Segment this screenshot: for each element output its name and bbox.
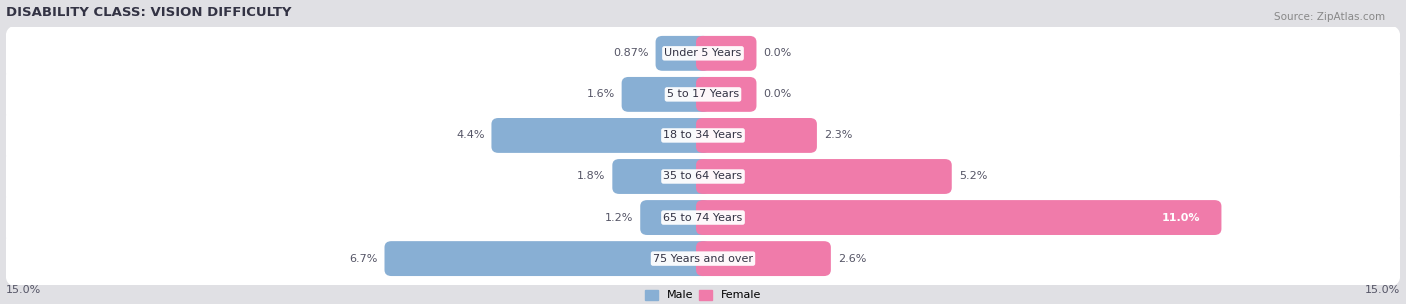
Text: 5.2%: 5.2% — [959, 171, 987, 181]
Text: 2.6%: 2.6% — [838, 254, 866, 264]
FancyBboxPatch shape — [6, 148, 1400, 205]
FancyBboxPatch shape — [6, 66, 1400, 123]
FancyBboxPatch shape — [492, 118, 710, 153]
Text: 11.0%: 11.0% — [1161, 212, 1201, 223]
Text: 1.2%: 1.2% — [605, 212, 633, 223]
Text: 2.3%: 2.3% — [824, 130, 852, 140]
FancyBboxPatch shape — [696, 77, 756, 112]
Text: 0.0%: 0.0% — [763, 48, 792, 58]
Text: 15.0%: 15.0% — [1365, 285, 1400, 295]
FancyBboxPatch shape — [696, 200, 1222, 235]
FancyBboxPatch shape — [6, 189, 1400, 246]
Text: 15.0%: 15.0% — [6, 285, 41, 295]
Text: DISABILITY CLASS: VISION DIFFICULTY: DISABILITY CLASS: VISION DIFFICULTY — [6, 5, 291, 19]
FancyBboxPatch shape — [6, 107, 1400, 164]
FancyBboxPatch shape — [6, 230, 1400, 287]
FancyBboxPatch shape — [696, 159, 952, 194]
FancyBboxPatch shape — [621, 77, 710, 112]
Text: 4.4%: 4.4% — [456, 130, 485, 140]
FancyBboxPatch shape — [640, 200, 710, 235]
FancyBboxPatch shape — [696, 241, 831, 276]
Text: 1.6%: 1.6% — [586, 89, 614, 99]
Text: Source: ZipAtlas.com: Source: ZipAtlas.com — [1274, 12, 1385, 22]
FancyBboxPatch shape — [696, 36, 756, 71]
Text: 65 to 74 Years: 65 to 74 Years — [664, 212, 742, 223]
FancyBboxPatch shape — [613, 159, 710, 194]
Text: 5 to 17 Years: 5 to 17 Years — [666, 89, 740, 99]
Text: 6.7%: 6.7% — [349, 254, 378, 264]
Text: 1.8%: 1.8% — [576, 171, 606, 181]
Text: 35 to 64 Years: 35 to 64 Years — [664, 171, 742, 181]
Text: Under 5 Years: Under 5 Years — [665, 48, 741, 58]
FancyBboxPatch shape — [696, 118, 817, 153]
Text: 18 to 34 Years: 18 to 34 Years — [664, 130, 742, 140]
Legend: Male, Female: Male, Female — [644, 290, 762, 300]
FancyBboxPatch shape — [655, 36, 710, 71]
Text: 75 Years and over: 75 Years and over — [652, 254, 754, 264]
Text: 0.87%: 0.87% — [613, 48, 648, 58]
FancyBboxPatch shape — [6, 25, 1400, 82]
FancyBboxPatch shape — [384, 241, 710, 276]
Text: 0.0%: 0.0% — [763, 89, 792, 99]
